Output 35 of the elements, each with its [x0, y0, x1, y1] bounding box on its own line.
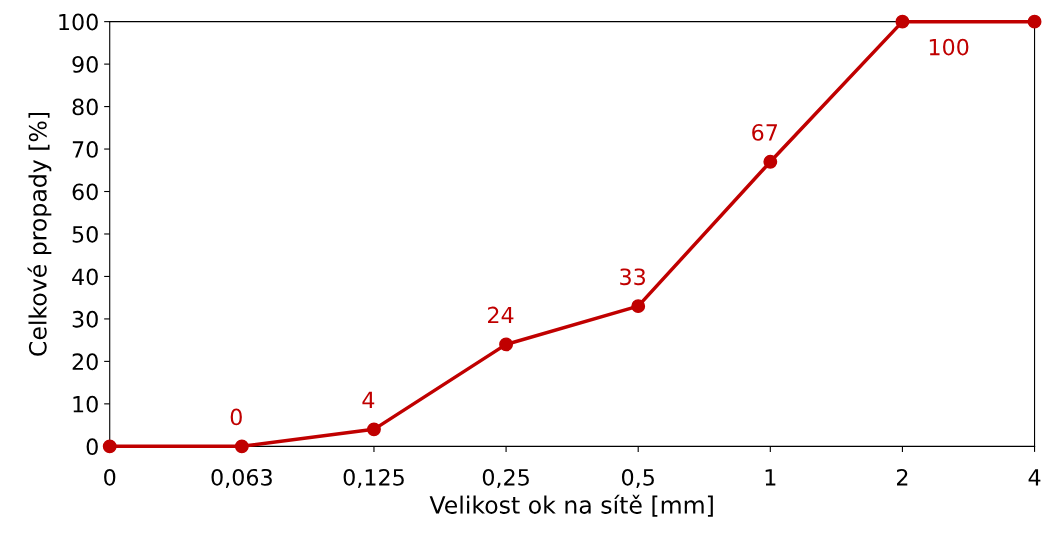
y-tick-label: 80 [72, 98, 98, 116]
point [763, 154, 778, 169]
y-tick-label: 70 [72, 141, 98, 158]
y-tick-label: 50 [72, 225, 98, 243]
x-tick-label: 2 [896, 468, 908, 486]
x-tick-label: 0,125 [343, 468, 404, 489]
x-tick-label: 0 [104, 468, 116, 486]
point [234, 439, 249, 454]
x-tick-label: 0,063 [211, 468, 272, 489]
point [499, 337, 514, 352]
point [895, 14, 910, 29]
data-label: 24 [488, 306, 514, 324]
data-label: 0 [230, 408, 242, 426]
x-tick-label: 4 [1028, 469, 1041, 486]
point [367, 422, 381, 437]
y-tick-label: 10 [73, 395, 98, 413]
point [102, 439, 117, 454]
x-tick-label: 1 [765, 469, 776, 486]
y-tick-label: 30 [72, 310, 98, 328]
y-tick-label: 100 [59, 13, 98, 31]
point [631, 299, 646, 314]
point [1027, 14, 1042, 29]
y-tick-label: 40 [72, 268, 98, 286]
data-label: 33 [620, 268, 645, 286]
y-axis-title: Celkové propady [%] [27, 112, 52, 356]
y-tick-label: 20 [72, 353, 98, 371]
y-tick-label: 0 [86, 438, 98, 456]
data-label: 4 [362, 391, 375, 409]
x-tick-label: 0,25 [482, 468, 529, 489]
y-tick-label: 60 [72, 183, 98, 201]
data-label: 100 [929, 38, 969, 56]
y-tick-label: 90 [72, 56, 98, 73]
data-label: 67 [752, 124, 777, 141]
x-axis-title: Velikost ok na sítě [mm] [429, 494, 713, 517]
x-tick-label: 0,5 [621, 468, 654, 489]
